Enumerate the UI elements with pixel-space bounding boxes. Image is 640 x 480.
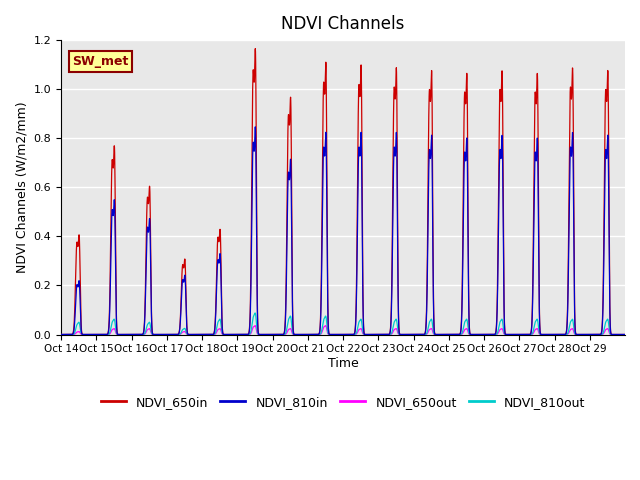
NDVI_810in xyxy=(57,332,65,337)
NDVI_810in xyxy=(415,332,423,337)
NDVI_650in xyxy=(57,332,65,337)
NDVI_650in xyxy=(621,332,629,337)
NDVI_650in xyxy=(501,330,509,336)
Line: NDVI_650in: NDVI_650in xyxy=(61,48,625,335)
NDVI_650in xyxy=(173,332,180,337)
Title: NDVI Channels: NDVI Channels xyxy=(282,15,404,33)
NDVI_650in xyxy=(415,332,423,337)
NDVI_650out xyxy=(615,332,623,337)
NDVI_810in xyxy=(501,331,509,336)
NDVI_810out xyxy=(501,332,509,337)
Line: NDVI_810out: NDVI_810out xyxy=(61,313,625,335)
NDVI_650out xyxy=(535,330,543,336)
NDVI_810out xyxy=(415,332,423,337)
Y-axis label: NDVI Channels (W/m2/mm): NDVI Channels (W/m2/mm) xyxy=(15,101,28,273)
Line: NDVI_650out: NDVI_650out xyxy=(61,325,625,335)
NDVI_810out xyxy=(621,332,629,337)
Text: SW_met: SW_met xyxy=(72,55,129,68)
NDVI_810in xyxy=(173,332,180,337)
NDVI_650in xyxy=(535,268,543,274)
Line: NDVI_810in: NDVI_810in xyxy=(61,127,625,335)
NDVI_650out xyxy=(465,331,473,337)
Legend: NDVI_650in, NDVI_810in, NDVI_650out, NDVI_810out: NDVI_650in, NDVI_810in, NDVI_650out, NDV… xyxy=(95,391,591,414)
NDVI_810out xyxy=(252,310,259,316)
NDVI_650out xyxy=(501,332,509,337)
NDVI_810out xyxy=(535,328,543,334)
NDVI_810in xyxy=(252,124,259,130)
NDVI_810out xyxy=(173,332,180,337)
NDVI_650in xyxy=(252,46,259,51)
NDVI_650out xyxy=(415,332,423,337)
NDVI_810out xyxy=(465,331,473,336)
NDVI_810in xyxy=(615,332,623,337)
NDVI_650out xyxy=(621,332,629,337)
NDVI_810in xyxy=(465,322,473,327)
NDVI_650out xyxy=(322,323,330,328)
NDVI_650out xyxy=(173,332,180,337)
NDVI_810in xyxy=(621,332,629,337)
NDVI_810out xyxy=(615,332,623,337)
NDVI_810out xyxy=(57,332,65,337)
NDVI_650in xyxy=(615,332,623,337)
X-axis label: Time: Time xyxy=(328,357,358,370)
NDVI_810in xyxy=(535,284,543,290)
NDVI_650out xyxy=(57,332,65,337)
NDVI_650in xyxy=(465,318,473,324)
